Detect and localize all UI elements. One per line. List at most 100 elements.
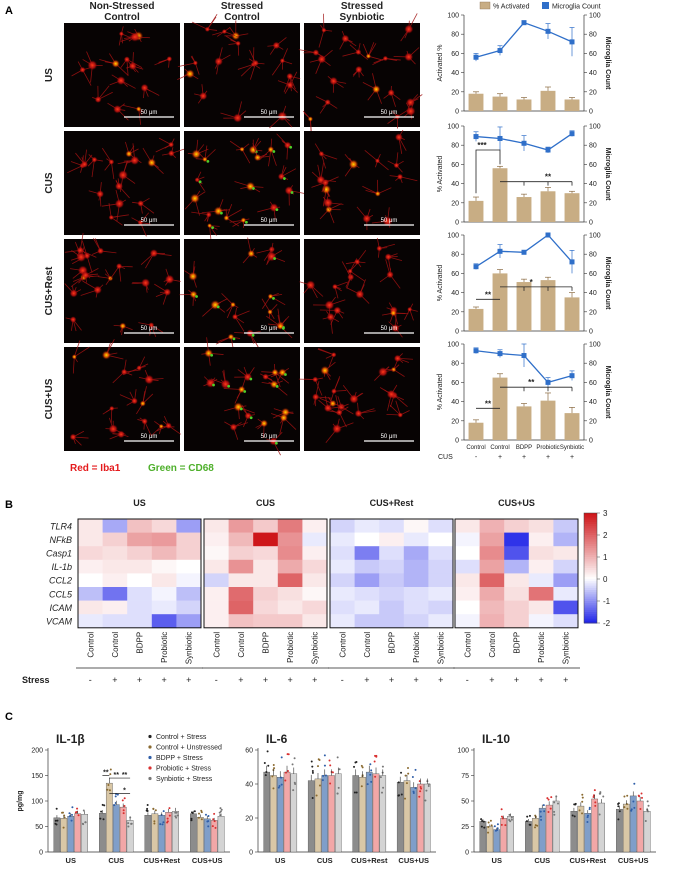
heatmap-cell	[176, 614, 202, 629]
cytokine-bar	[217, 816, 225, 853]
data-point	[336, 756, 339, 759]
data-point	[640, 792, 643, 795]
colorbar-segment	[584, 607, 597, 611]
heatmap-cell	[204, 532, 229, 547]
data-point	[414, 787, 417, 790]
data-point	[414, 768, 417, 771]
heatmap-cell	[330, 600, 355, 615]
x-category-label: CUS+Rest	[570, 856, 607, 865]
cytokine-bar	[210, 820, 218, 853]
data-point	[190, 819, 193, 822]
microglia-cell	[235, 40, 241, 47]
colorbar-segment	[584, 539, 597, 543]
y2-tick-label: 60	[589, 162, 597, 169]
x-category-label: CUS+US	[618, 856, 649, 865]
heatmap-cell	[379, 519, 405, 533]
data-point	[573, 815, 576, 818]
cus-sign: +	[546, 454, 550, 461]
microglia-cell	[279, 413, 289, 422]
data-point	[594, 801, 597, 804]
heatmap-cell	[553, 573, 579, 588]
data-point	[501, 817, 504, 820]
heatmap-group: Control Control BDPP Probiotic Synbiotic - + + +…	[453, 518, 580, 685]
cytokine-bar	[144, 815, 152, 853]
microglia-cell	[108, 159, 115, 165]
heatmap-cell	[228, 559, 254, 574]
significance-stars: *	[123, 787, 126, 794]
heatmap-cell	[127, 559, 153, 574]
cytokine-chart-title: IL-1β	[56, 732, 85, 746]
microglia-cell	[87, 60, 98, 71]
stress-sign: -	[341, 675, 344, 685]
data-point	[644, 819, 647, 822]
microglia-cell	[322, 197, 333, 208]
cytokine-bar	[112, 804, 120, 853]
heatmap-cell	[253, 532, 279, 547]
data-point	[480, 818, 483, 821]
data-point	[490, 824, 493, 827]
y2-tick-label: 20	[589, 89, 597, 96]
microglia-point	[473, 54, 479, 60]
microglia-cell	[191, 149, 202, 160]
data-point	[500, 815, 503, 818]
microglia-cell	[389, 309, 397, 317]
data-point	[487, 821, 490, 824]
microglia-cell	[277, 111, 288, 122]
cytokine-legend: Control + Stress Control + Unstressed BDPP…	[148, 734, 222, 783]
colorbar-segment	[584, 603, 597, 606]
data-point	[152, 808, 155, 811]
stress-sign: +	[364, 675, 369, 685]
legend-label: Synbiotic + Stress	[156, 776, 213, 783]
heatmap-column-label: BDPP	[388, 632, 397, 654]
data-point	[68, 815, 71, 818]
data-point	[168, 807, 171, 810]
cd68-signal	[206, 159, 210, 163]
data-point	[647, 804, 650, 807]
heatmap-cell	[379, 532, 405, 547]
data-point	[129, 816, 132, 819]
microglia-cell	[136, 365, 142, 371]
data-point	[146, 804, 149, 807]
cytokine-bar	[151, 813, 159, 853]
data-point	[361, 766, 364, 769]
heatmap-cell	[277, 573, 303, 588]
data-point	[267, 764, 270, 767]
cytokine-bar	[598, 802, 605, 853]
colorbar-segment	[584, 605, 597, 609]
colorbar-segment	[584, 561, 597, 565]
data-point	[360, 785, 363, 788]
microglia-cell	[168, 141, 175, 148]
heatmap-cell	[428, 559, 454, 574]
data-point	[557, 802, 560, 805]
legend-label: Control + Stress	[156, 734, 207, 741]
heatmap-cell	[204, 587, 229, 601]
data-point	[103, 804, 106, 807]
legend-activated-label: % Activated	[493, 4, 530, 11]
microglia-cell	[307, 116, 314, 122]
panel-b-label: B	[5, 499, 13, 511]
micrograph-background	[304, 23, 420, 127]
heatmap-column-label: Control	[111, 632, 120, 658]
heatmap-cell	[354, 559, 380, 574]
data-point	[382, 786, 385, 789]
y-axis-label: % Activated	[437, 374, 444, 411]
data-point	[121, 799, 124, 802]
microglia-cell	[355, 65, 363, 74]
cd68-signal	[227, 384, 231, 388]
cd68-signal	[274, 441, 278, 445]
data-point	[310, 760, 313, 763]
y-axis-label: pg/mg	[17, 791, 24, 812]
activated-bar	[516, 197, 532, 222]
colorbar-segment	[584, 563, 597, 567]
cd68-signal	[212, 383, 215, 387]
heatmap-cell	[330, 532, 355, 547]
heatmap-column-label: Synbiotic	[311, 632, 320, 664]
heatmap-cell	[127, 587, 153, 601]
data-point	[166, 821, 169, 824]
y-tick-label: 40	[451, 181, 459, 188]
colorbar-segment	[584, 616, 597, 620]
cytokine-bar	[352, 775, 360, 853]
microglia-cell	[114, 198, 125, 209]
colorbar-tick-label: 2	[603, 531, 608, 540]
cytokine-bar	[584, 813, 592, 853]
